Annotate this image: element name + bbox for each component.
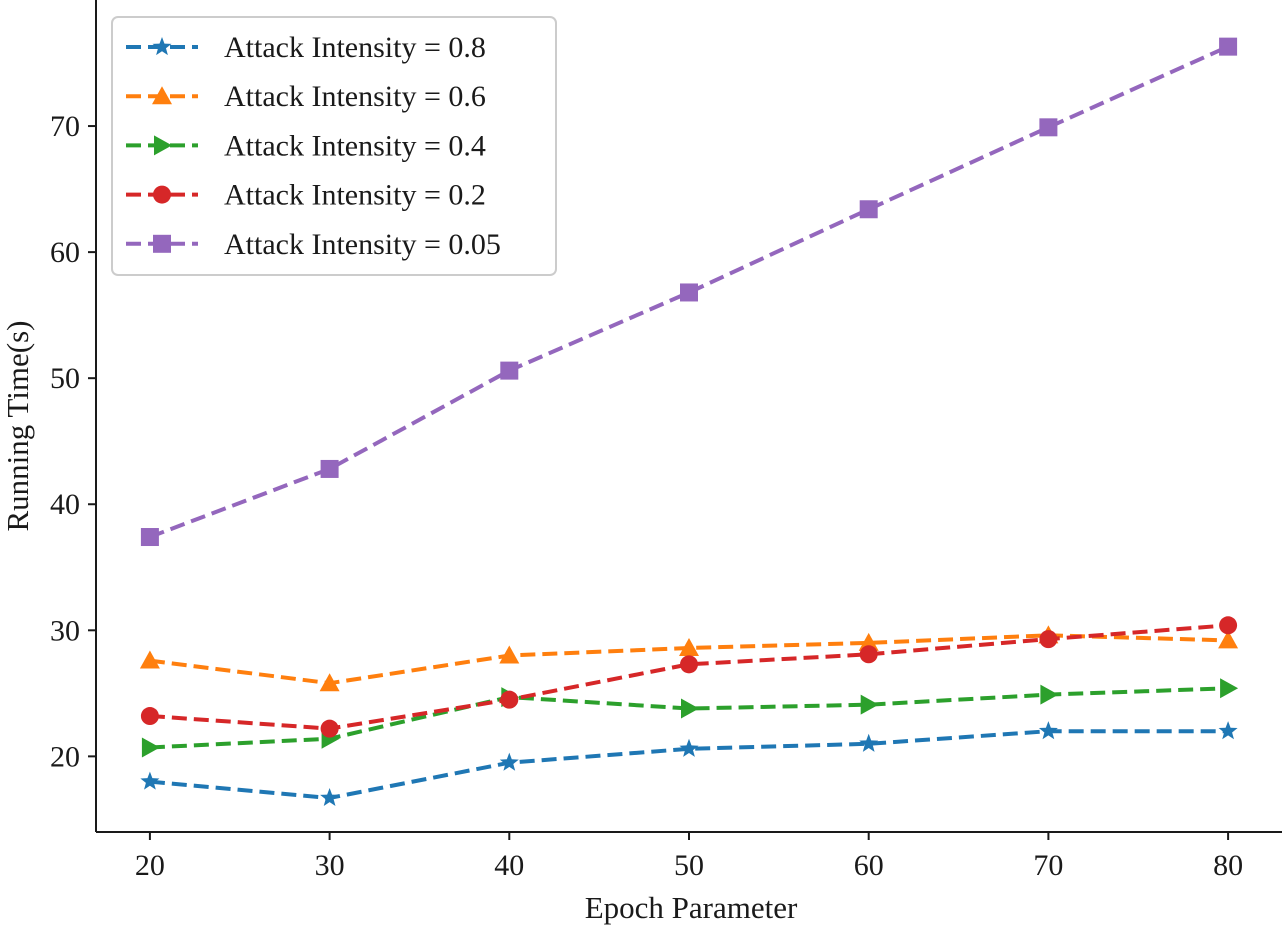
data-point: [499, 752, 519, 771]
legend-frame: [111, 16, 557, 276]
legend-marker: [152, 37, 172, 56]
x-tick-label: 40: [494, 849, 524, 882]
y-tick-label: 60: [50, 236, 80, 269]
data-point: [140, 707, 159, 726]
legend-label: Attack Intensity = 0.4: [224, 129, 486, 162]
data-point: [859, 200, 878, 219]
data-point: [500, 690, 519, 709]
legend-label: Attack Intensity = 0.2: [224, 179, 486, 212]
x-axis-label: Epoch Parameter: [585, 890, 798, 925]
data-point: [499, 645, 520, 664]
data-point: [679, 637, 699, 656]
x-tick-label: 80: [1213, 849, 1243, 882]
data-point: [679, 738, 699, 757]
series-4: [140, 37, 1238, 547]
data-point: [1218, 721, 1238, 740]
legend-item: Attack Intensity = 0.8: [126, 31, 486, 64]
data-point: [1039, 630, 1058, 649]
y-tick-label: 20: [50, 740, 80, 773]
data-point: [320, 459, 339, 478]
data-point: [320, 787, 340, 807]
series-group: [139, 37, 1239, 807]
legend-item: Attack Intensity = 0.05: [126, 228, 501, 261]
data-point: [1039, 118, 1058, 137]
series-0: [140, 721, 1238, 807]
legend-marker: [153, 185, 171, 204]
data-point: [319, 673, 340, 692]
data-point: [1219, 616, 1238, 635]
legend-item: Attack Intensity = 0.2: [126, 179, 486, 212]
x-tick-label: 60: [854, 849, 884, 882]
data-point: [858, 632, 879, 651]
y-tick-label: 50: [50, 362, 80, 395]
data-point: [681, 698, 699, 719]
data-point: [139, 650, 160, 669]
y-axis-label: Running Time(s): [0, 320, 35, 531]
series-3: [140, 616, 1238, 738]
data-point: [1038, 721, 1058, 740]
legend-marker: [152, 86, 172, 105]
data-point: [680, 283, 698, 302]
data-point: [141, 737, 160, 758]
data-point: [1218, 630, 1239, 649]
ticks: 20 30 40 50 60 70 80 20 30 40 50 60 70: [50, 110, 1243, 882]
x-tick-label: 70: [1033, 849, 1063, 882]
data-point: [860, 694, 879, 715]
legend: Attack Intensity = 0.8 Attack Intensity =…: [111, 16, 557, 276]
data-point: [320, 719, 339, 738]
x-tick-label: 20: [135, 849, 165, 882]
legend-label: Attack Intensity = 0.6: [224, 80, 486, 113]
data-point: [1040, 684, 1059, 705]
data-point: [859, 733, 879, 752]
y-tick-label: 70: [50, 110, 80, 143]
data-point: [1220, 678, 1239, 699]
data-point: [680, 655, 698, 674]
x-tick-label: 30: [315, 849, 345, 882]
data-point: [859, 645, 878, 664]
legend-marker: [153, 234, 171, 253]
legend-item: Attack Intensity = 0.4: [126, 129, 486, 162]
series-line: [149, 686, 1229, 750]
data-point: [140, 528, 159, 547]
legend-label: Attack Intensity = 0.8: [224, 31, 486, 64]
legend-label: Attack Intensity = 0.05: [224, 228, 501, 261]
legend-marker: [154, 135, 172, 156]
x-tick-label: 50: [674, 849, 704, 882]
y-tick-label: 30: [50, 614, 80, 647]
data-point: [140, 771, 160, 790]
data-point: [1219, 37, 1238, 56]
data-point: [500, 361, 519, 380]
legend-item: Attack Intensity = 0.6: [126, 80, 486, 113]
y-tick-label: 40: [50, 488, 80, 521]
